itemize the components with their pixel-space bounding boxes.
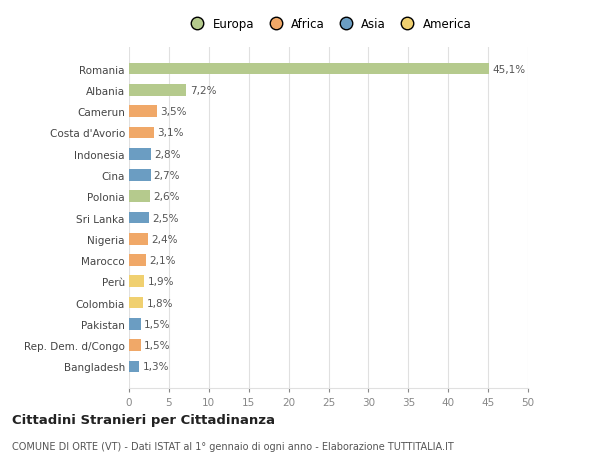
Bar — [129, 340, 141, 351]
Text: 1,9%: 1,9% — [148, 277, 174, 287]
Bar — [129, 361, 139, 372]
Text: 2,5%: 2,5% — [152, 213, 179, 223]
Bar — [129, 234, 148, 245]
Text: 7,2%: 7,2% — [190, 86, 216, 95]
Text: 2,1%: 2,1% — [149, 256, 175, 265]
Text: 1,3%: 1,3% — [143, 362, 169, 372]
Text: 2,7%: 2,7% — [154, 171, 180, 180]
Text: 1,5%: 1,5% — [144, 341, 170, 350]
Bar — [129, 85, 187, 96]
Text: 45,1%: 45,1% — [492, 64, 525, 74]
Text: COMUNE DI ORTE (VT) - Dati ISTAT al 1° gennaio di ogni anno - Elaborazione TUTTI: COMUNE DI ORTE (VT) - Dati ISTAT al 1° g… — [12, 441, 454, 451]
Bar — [129, 297, 143, 309]
Bar — [129, 318, 141, 330]
Legend: Europa, Africa, Asia, America: Europa, Africa, Asia, America — [181, 13, 476, 36]
Text: 1,8%: 1,8% — [146, 298, 173, 308]
Text: 1,5%: 1,5% — [144, 319, 170, 329]
Bar — [129, 191, 150, 202]
Text: 3,1%: 3,1% — [157, 128, 184, 138]
Bar — [129, 106, 157, 118]
Text: 3,5%: 3,5% — [160, 107, 187, 117]
Bar — [129, 255, 146, 266]
Bar — [129, 149, 151, 160]
Text: Cittadini Stranieri per Cittadinanza: Cittadini Stranieri per Cittadinanza — [12, 413, 275, 426]
Bar — [129, 170, 151, 181]
Text: 2,6%: 2,6% — [153, 192, 179, 202]
Bar — [129, 64, 489, 75]
Text: 2,4%: 2,4% — [151, 234, 178, 244]
Text: 2,8%: 2,8% — [155, 149, 181, 159]
Bar — [129, 212, 149, 224]
Bar — [129, 127, 154, 139]
Bar — [129, 276, 144, 287]
